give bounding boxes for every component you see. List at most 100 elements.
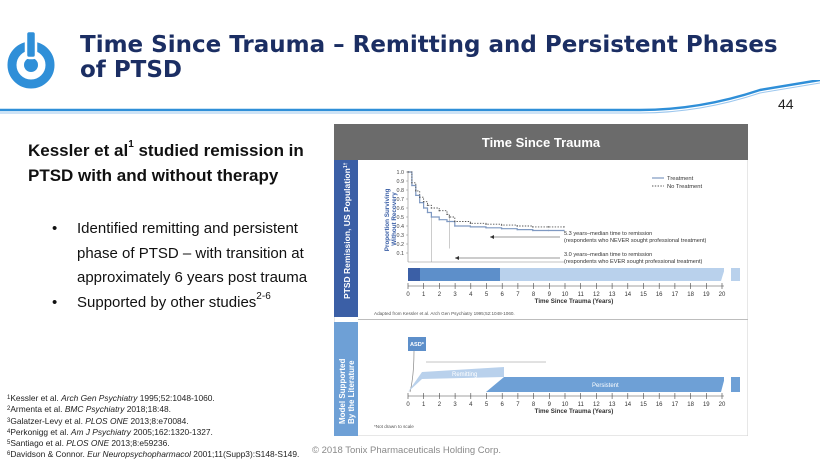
reference-journal: PLOS ONE: [66, 438, 110, 449]
data-point: [426, 204, 429, 206]
bullet-text: Identified remitting and persistent phas…: [77, 220, 308, 286]
remitting-band: [408, 367, 504, 392]
x-tick-label: 14: [624, 292, 631, 298]
data-point: [563, 229, 565, 232]
data-point: [446, 213, 448, 215]
data-point: [446, 220, 448, 223]
x-tick-label: 7: [516, 292, 520, 298]
reference-number: 3: [7, 417, 11, 424]
data-point: [411, 182, 413, 184]
bullet-citation: 2-6: [256, 290, 271, 302]
bottom-year-axis: 0 1 2 3 4 5 6 7 8 9 10 11 12 13 14 15 16 17 18 19 20: [406, 393, 726, 408]
reference-number: 1: [7, 395, 11, 401]
x-tick-label: 18: [687, 402, 694, 408]
x-tick-label: 20: [719, 292, 726, 298]
y-tick-label: 0.4: [397, 224, 405, 230]
data-point: [500, 228, 503, 230]
x-tick-label: 12: [593, 292, 600, 298]
data-point: [438, 210, 440, 212]
data-point: [411, 184, 413, 187]
reference-journal: Arch Gen Psychiatry: [61, 393, 138, 403]
reference-number: 4: [7, 428, 11, 435]
reference-details: 1995;52:1048-1060.: [137, 393, 215, 403]
data-point: [547, 229, 550, 232]
x-tick-label: 19: [703, 292, 710, 298]
data-point: [426, 211, 429, 214]
asd-label: ASD*: [410, 342, 425, 348]
copyright-footer: © 2018 Tonix Pharmaceuticals Holding Cor…: [312, 445, 502, 456]
x-tick-label: 13: [609, 402, 616, 408]
y-tick-label: 0.6: [397, 206, 405, 212]
not-drawn-note: *Not drawn to scale: [374, 424, 414, 429]
x-tick-label: 4: [469, 402, 473, 408]
data-point: [500, 224, 503, 226]
reference-item: 3Galatzer-Levy et al. PLOS ONE 2013;8:e7…: [7, 416, 327, 428]
lead-statement: Kessler et al1 studied remission in PTSD…: [28, 138, 328, 188]
reference-authors: Davidson & Connor.: [10, 449, 88, 460]
data-point: [438, 219, 440, 221]
reference-details: 2013;8:e59236.: [109, 438, 170, 449]
top-year-axis: 0 1 2 3 4 5 6 7 8 9 10 11 12 13 14 15 16 17 18 19 20: [406, 283, 726, 298]
persistent-band: [486, 377, 724, 392]
annotation-1: 5.3 years–median time to remission (resp…: [564, 231, 707, 244]
panel-top-band: [334, 160, 358, 317]
x-tick-label: 2: [438, 402, 442, 408]
adapted-note: Adapted from Kessler et al. Arch Gen Psy…: [374, 311, 515, 316]
x-tick-label: 7: [516, 402, 520, 408]
x-tick-label: 6: [501, 292, 505, 298]
reference-item: 6Davidson & Connor. Eur Neuropsychopharm…: [7, 450, 327, 461]
bullet-item: • Supported by other studies2-6: [52, 291, 312, 316]
reference-journal: Eur Neuropsychopharmacol: [87, 449, 191, 460]
y-tick-label: 0.2: [397, 242, 405, 248]
panel-bottom-label: Model Supported By the Literature: [338, 356, 356, 424]
survival-curves: [407, 171, 565, 232]
y-tick-label: 0.8: [397, 188, 405, 194]
data-point: [422, 207, 425, 209]
x-tick-label: 11: [578, 292, 585, 298]
reference-journal: Am J Psychiatry: [70, 426, 131, 437]
reference-item: 1Kessler et al. Arch Gen Psychiatry 1995…: [7, 393, 327, 405]
x-tick-label: 18: [687, 292, 694, 298]
annotation-2-arrow-icon: [455, 256, 459, 260]
reference-item: 2Armenta et al. BMC Psychiatry 2018;18:4…: [7, 405, 327, 416]
reference-item: 5Santiago et al. PLOS ONE 2013;8:e59236.: [7, 439, 327, 450]
x-tick-label: 15: [640, 402, 647, 408]
header-divider: [0, 80, 820, 114]
reference-authors: Armenta et al.: [10, 404, 65, 415]
x-tick-label: 12: [593, 402, 600, 408]
data-point: [415, 190, 417, 192]
x-tick-label: 1: [422, 292, 426, 298]
data-point: [469, 222, 472, 224]
x-tick-label: 3: [453, 402, 457, 408]
panel-bottom-band: [334, 322, 358, 436]
time-since-trauma-figure: Time Since Trauma PTSD Remission, US Pop…: [334, 124, 748, 436]
data-point: [430, 216, 433, 218]
x-tick-label: 20: [719, 402, 726, 408]
lead-text-b: studied remission in PTSD with and witho…: [28, 141, 304, 185]
lead-citation: 1: [128, 139, 134, 151]
series-line-treatment: [408, 171, 564, 232]
x-tick-label: 19: [703, 402, 710, 408]
timeline-bar-late: [500, 268, 724, 281]
x-tick-label: 5: [485, 402, 489, 408]
x-tick-label: 11: [578, 402, 585, 408]
reference-list: 1Kessler et al. Arch Gen Psychiatry 1995…: [7, 393, 327, 461]
y-axis-label: Proportion Surviving Without Recovery: [384, 187, 398, 251]
data-point: [485, 227, 487, 229]
data-point: [415, 194, 417, 197]
data-point: [419, 201, 421, 204]
x-tick-label: 1: [422, 402, 426, 408]
bullet-dot-icon: •: [52, 220, 58, 237]
data-point: [516, 225, 518, 227]
y-tick-label: 0.7: [397, 197, 405, 203]
x-tick-label: 0: [406, 292, 410, 298]
x-tick-label: 0: [406, 402, 410, 408]
page-number: 44: [778, 96, 794, 112]
data-point: [430, 207, 433, 209]
x-tick-label: 8: [532, 402, 536, 408]
x-tick-label: 17: [672, 292, 679, 298]
x-tick-label: 8: [532, 292, 536, 298]
reference-item: 4Perkonigg et al. Am J Psychiatry 2005;1…: [7, 426, 327, 439]
legend-treatment: Treatment: [667, 176, 694, 182]
axis-break-icon: [721, 268, 731, 281]
